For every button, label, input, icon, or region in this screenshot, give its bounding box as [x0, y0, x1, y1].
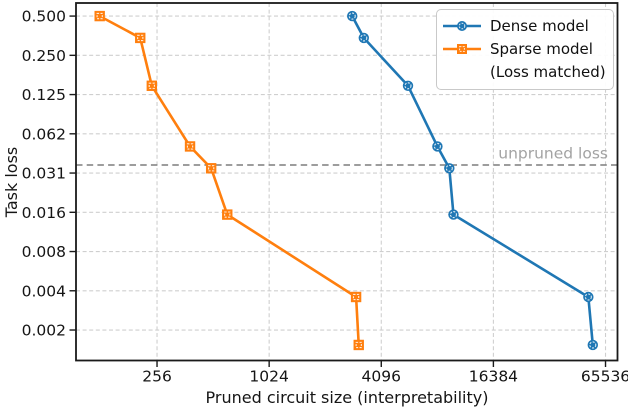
y-tick-label: 0.031 — [22, 165, 66, 183]
data-point-marker — [146, 80, 158, 91]
series-dense — [347, 10, 599, 351]
x-tick-label: 1024 — [249, 368, 288, 386]
legend-sparse-marker-ring — [459, 45, 465, 52]
legend-dense-sample — [443, 20, 481, 31]
y-tick-label: 0.008 — [22, 243, 66, 261]
legend-sparse-sample — [443, 43, 481, 54]
legend-entry-dense: Dense model — [442, 14, 607, 37]
data-point-marker — [222, 209, 233, 220]
data-point-marker-ring — [224, 211, 231, 218]
data-point-marker-ring — [186, 143, 194, 150]
data-point-marker — [94, 10, 105, 22]
plot-border — [75, 2, 619, 362]
data-point-marker — [587, 339, 599, 351]
data-point-marker-ring — [208, 165, 215, 172]
legend-entry-sparse: Sparse model — [442, 37, 607, 60]
data-point-marker — [358, 32, 369, 44]
y-tick-label: 0.004 — [22, 282, 66, 300]
data-point-marker — [448, 209, 459, 220]
data-point-marker-ring — [352, 293, 360, 301]
legend-sparse-marker-icon — [457, 43, 467, 54]
series-line — [98, 14, 361, 347]
data-point-marker-ring — [360, 34, 368, 42]
data-point-marker — [583, 291, 594, 303]
data-point-marker — [444, 163, 455, 174]
legend-entry-sparse-line2: (Loss matched) — [442, 60, 607, 83]
y-tick-label: 0.250 — [22, 47, 66, 65]
y-tick-label: 0.016 — [22, 204, 66, 222]
data-point-marker-ring — [433, 142, 441, 150]
data-point-marker-ring — [584, 293, 592, 301]
data-point-marker — [205, 163, 217, 174]
x-tick-label: 65536 — [581, 368, 628, 386]
x-axis-title: Pruned circuit size (interpretability) — [206, 388, 489, 407]
annotation-layer: unpruned loss — [76, 145, 618, 166]
data-point-marker-ring — [348, 12, 356, 20]
data-point-marker — [353, 339, 364, 351]
series-sparse — [94, 10, 364, 351]
legend-spacer — [442, 65, 482, 79]
y-tick-label: 0.125 — [22, 86, 66, 104]
legend-dense-marker-icon — [457, 20, 467, 31]
data-point-marker-ring — [404, 82, 412, 90]
legend: Dense model Sparse model (Loss matched) — [436, 9, 614, 90]
data-point-marker-ring — [445, 164, 453, 172]
data-point-marker-ring — [355, 341, 362, 349]
legend-label-dense: Dense model — [490, 16, 589, 35]
series-layer — [94, 10, 599, 351]
x-tick-label: 256 — [142, 368, 172, 386]
data-point-marker — [184, 141, 196, 152]
unpruned-loss-label: unpruned loss — [498, 145, 608, 163]
data-point-marker — [402, 80, 414, 91]
data-point-marker — [350, 291, 362, 303]
y-tick-label: 0.002 — [22, 322, 66, 340]
legend-label-sparse-2: (Loss matched) — [490, 62, 606, 81]
y-tick-label: 0.062 — [22, 125, 66, 143]
legend-dense-marker-ring — [458, 22, 466, 29]
axes-layer: 256 1024 4096 16384 65536 0.500 0.250 0.125 0.06… — [22, 8, 628, 386]
data-point-marker-ring — [148, 82, 155, 89]
y-axis-title: Task loss — [2, 147, 21, 219]
data-point-marker-ring — [96, 12, 103, 20]
legend-label-sparse: Sparse model — [490, 39, 593, 58]
data-point-marker-ring — [589, 341, 597, 349]
x-tick-label: 4096 — [362, 368, 401, 386]
data-point-marker — [347, 10, 358, 22]
x-tick-label: 16384 — [469, 368, 518, 386]
data-point-marker — [432, 141, 443, 152]
series-line — [350, 14, 595, 347]
data-point-marker-ring — [137, 34, 144, 42]
data-point-marker-ring — [449, 211, 458, 219]
data-point-marker — [135, 32, 146, 44]
y-tick-label: 0.500 — [22, 8, 66, 26]
